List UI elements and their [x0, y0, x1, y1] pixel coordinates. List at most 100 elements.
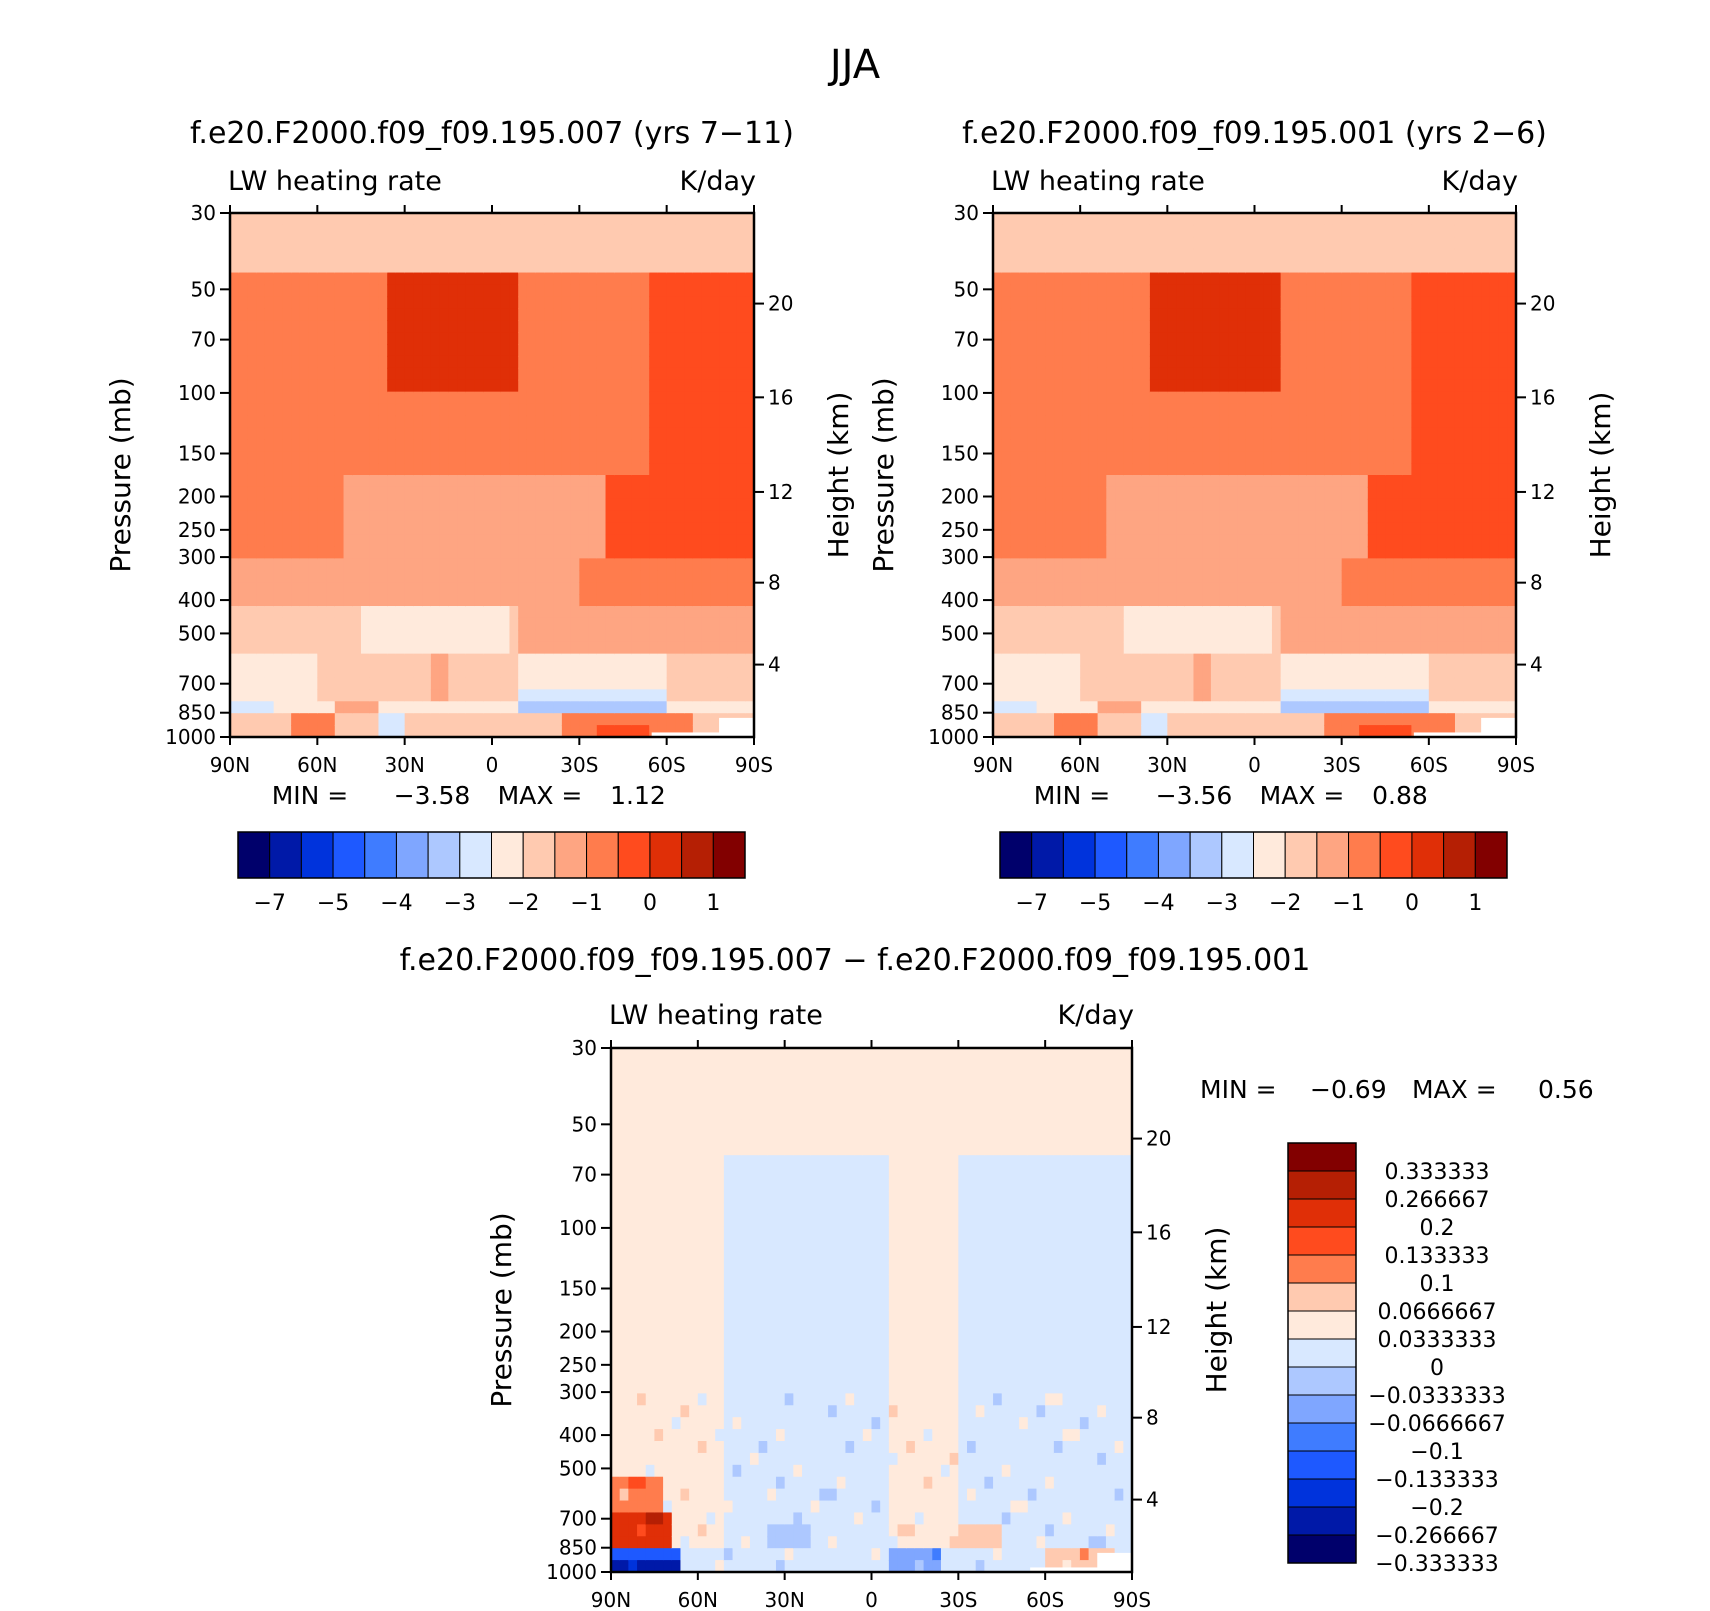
- data-cell: [1219, 665, 1230, 679]
- data-cell: [1097, 713, 1108, 726]
- data-cell: [1219, 653, 1230, 667]
- data-cell: [457, 355, 467, 369]
- data-cell: [727, 629, 738, 643]
- data-cell: [1019, 701, 1029, 714]
- data-cell: [736, 558, 747, 572]
- data-cell: [465, 594, 476, 607]
- data-cell: [1341, 248, 1352, 262]
- data-cell: [518, 332, 528, 345]
- data-cell: [317, 570, 327, 583]
- data-cell: [1036, 403, 1047, 417]
- data-cell: [1158, 439, 1169, 452]
- data-cell: [256, 367, 266, 381]
- data-cell: [1228, 558, 1238, 572]
- data-cell: [710, 415, 720, 429]
- data-cell: [1019, 463, 1029, 476]
- data-cell: [430, 427, 441, 441]
- data-cell: [596, 653, 607, 667]
- data-cell: [1298, 379, 1308, 393]
- data-cell: [343, 558, 354, 572]
- data-cell: [1393, 641, 1404, 655]
- data-cell: [1115, 355, 1125, 369]
- data-cell: [1115, 332, 1125, 345]
- data-cell: [1010, 320, 1020, 333]
- data-cell: [230, 272, 240, 286]
- data-cell: [1062, 534, 1073, 548]
- data-cell: [1176, 403, 1186, 417]
- data-cell: [1062, 701, 1073, 714]
- data-cell: [1210, 415, 1221, 429]
- data-cell: [238, 534, 249, 548]
- data-cell: [422, 332, 432, 345]
- data-cell: [1376, 617, 1387, 631]
- data-cell: [352, 475, 362, 488]
- data-cell: [1324, 594, 1334, 607]
- data-cell: [430, 677, 441, 691]
- data-cell: [1106, 213, 1116, 226]
- data-cell: [993, 629, 1003, 643]
- data-cell: [684, 570, 694, 583]
- data-cell: [457, 701, 467, 714]
- data-cell: [1341, 427, 1352, 441]
- data-cell: [1254, 355, 1265, 369]
- data-cell: [1402, 629, 1413, 643]
- data-cell: [492, 725, 502, 737]
- data-cell: [701, 296, 712, 310]
- data-cell: [1228, 439, 1238, 452]
- data-cell: [465, 582, 476, 595]
- data-cell: [692, 451, 703, 464]
- data-cell: [1341, 522, 1352, 536]
- data-cell: [1359, 582, 1369, 595]
- data-cell: [1106, 248, 1116, 262]
- data-cell: [247, 570, 257, 583]
- data-cell: [1376, 415, 1387, 429]
- data-cell: [1428, 498, 1439, 512]
- data-cell: [1237, 653, 1247, 667]
- data-cell: [387, 594, 397, 607]
- data-cell: [1019, 641, 1029, 655]
- data-cell: [1420, 475, 1430, 488]
- data-cell: [588, 379, 598, 393]
- data-cell: [264, 367, 275, 381]
- data-cell: [1385, 367, 1395, 381]
- data-cell: [1280, 355, 1291, 369]
- data-cell: [422, 617, 432, 631]
- data-cell: [1324, 486, 1334, 500]
- data-cell: [343, 629, 354, 643]
- x-tick-label: 60S: [648, 753, 686, 777]
- data-cell: [1237, 534, 1247, 548]
- data-cell: [1106, 665, 1116, 679]
- data-cell: [1324, 272, 1334, 286]
- data-cell: [1210, 617, 1221, 631]
- data-cell: [291, 272, 301, 286]
- data-cell: [993, 344, 1003, 357]
- data-cell: [596, 629, 607, 643]
- data-cell: [596, 284, 607, 298]
- data-cell: [553, 570, 563, 583]
- data-cell: [657, 582, 668, 595]
- data-cell: [430, 522, 441, 536]
- data-cell: [745, 284, 754, 298]
- data-cell: [492, 391, 502, 405]
- data-cell: [1193, 415, 1203, 429]
- data-cell: [719, 272, 729, 286]
- data-cell: [492, 558, 502, 572]
- data-cell: [413, 713, 423, 726]
- data-cell: [317, 713, 327, 726]
- data-cell: [1280, 677, 1291, 691]
- data-cell: [1298, 677, 1308, 691]
- data-cell: [1010, 403, 1020, 417]
- data-cell: [1027, 570, 1038, 583]
- data-cell: [334, 665, 345, 679]
- data-cell: [1202, 486, 1212, 500]
- data-cell: [1393, 629, 1404, 643]
- data-cell: [230, 677, 240, 691]
- data-cell: [1184, 701, 1195, 714]
- data-cell: [1149, 320, 1160, 333]
- data-cell: [1106, 260, 1116, 274]
- data-cell: [282, 570, 292, 583]
- data-cell: [326, 260, 336, 274]
- data-cell: [474, 475, 485, 488]
- data-cell: [526, 344, 537, 357]
- data-cell: [1332, 498, 1343, 512]
